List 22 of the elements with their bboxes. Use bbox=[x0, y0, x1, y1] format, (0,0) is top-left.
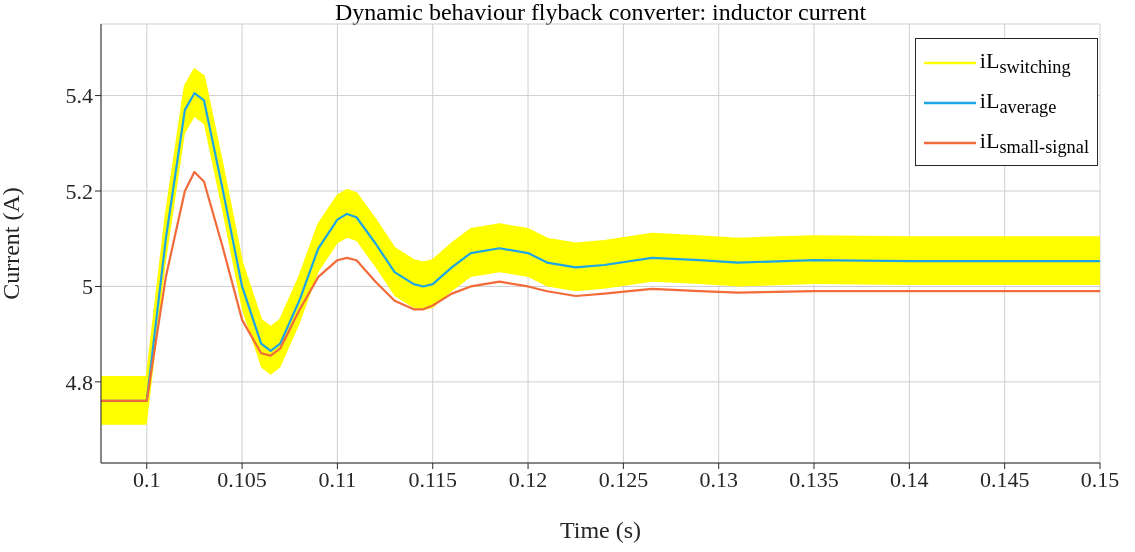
legend-label: iL$_{switching}$ bbox=[979, 47, 1071, 79]
x-tick-label: 0.145 bbox=[979, 466, 1030, 492]
x-tick-label: 0.1 bbox=[133, 466, 161, 492]
x-tick-label: 0.14 bbox=[890, 466, 929, 492]
y-tick-label: 5.2 bbox=[65, 178, 93, 204]
x-tick-label: 0.125 bbox=[598, 466, 649, 492]
x-tick-label: 0.135 bbox=[789, 466, 839, 492]
line-series bbox=[101, 170, 1100, 403]
chart-title: Dynamic behaviour flyback converter: inductor current bbox=[333, 0, 868, 25]
x-tick-label: 0.115 bbox=[408, 466, 458, 492]
y-axis-title: Current (A) bbox=[0, 187, 24, 300]
x-tick-label: 0.12 bbox=[508, 466, 548, 492]
x-tick-label: 0.13 bbox=[699, 466, 738, 492]
y-tick-label: 5.4 bbox=[65, 83, 93, 109]
x-tick-label: 0.105 bbox=[217, 466, 267, 492]
x-tick-label: 0.11 bbox=[318, 466, 357, 492]
x-axis-title: Time (s) bbox=[559, 517, 642, 543]
legend-label: iL$_{average}$ bbox=[979, 87, 1057, 119]
x-tick-label: 0.15 bbox=[1080, 466, 1120, 492]
legend-label: iL$_{small-signal}$ bbox=[979, 127, 1089, 159]
y-tick-label: 4.8 bbox=[65, 369, 93, 395]
y-tick-label: 5 bbox=[82, 274, 93, 300]
